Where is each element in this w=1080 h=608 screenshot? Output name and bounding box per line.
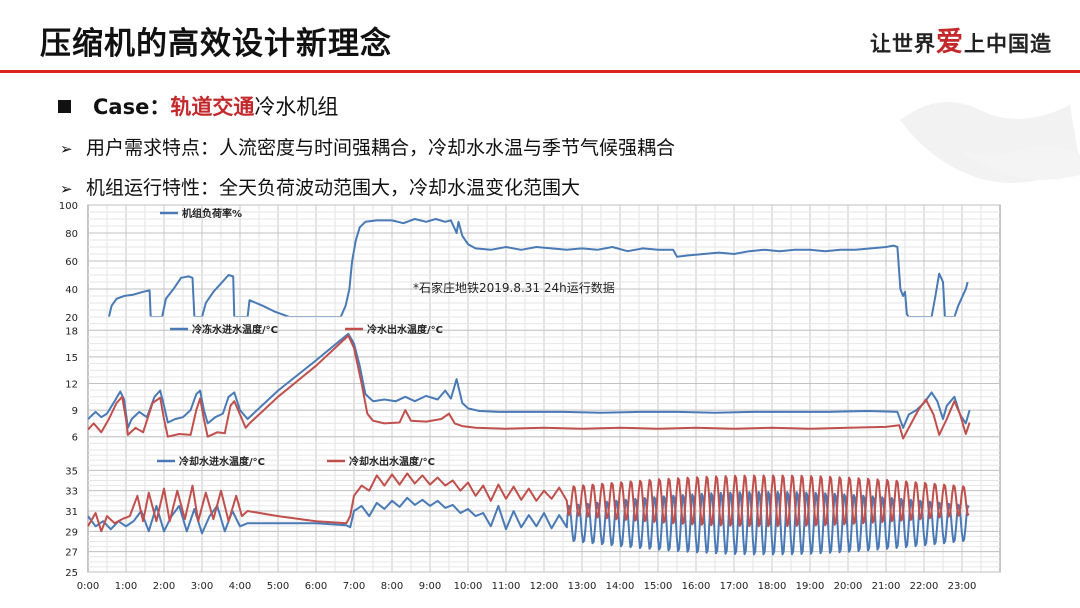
x-tick-label: 17:00 — [720, 581, 749, 592]
series-line — [107, 218, 969, 318]
x-tick-label: 19:00 — [796, 581, 825, 592]
chart-annotation: *石家庄地铁2019.8.31 24h运行数据 — [413, 280, 615, 295]
y-tick-label: 27 — [65, 548, 78, 559]
square-bullet-icon — [58, 100, 71, 113]
x-tick-label: 3:00 — [191, 581, 213, 592]
y-tick-label: 29 — [65, 527, 78, 538]
chart-panel: 6 9 12 15 18 冷冻水进水温度/°C 冷水出水温度/°C — [65, 316, 1001, 451]
x-tick-label: 18:00 — [758, 581, 787, 592]
y-tick-label: 40 — [65, 285, 78, 296]
slide-title: 压缩机的高效设计新理念 — [40, 26, 392, 62]
arrow-bullet-icon: ➢ — [60, 180, 73, 198]
y-tick-label: 15 — [65, 353, 78, 364]
y-tick-label: 100 — [59, 201, 78, 212]
brand-text-post: 上中国造 — [964, 31, 1052, 56]
x-tick-label: 6:00 — [305, 581, 327, 592]
x-tick-label: 0:00 — [77, 581, 99, 592]
legend-label: 冷冻水进水温度/°C — [192, 323, 278, 336]
legend-label: 冷却水出水温度/°C — [349, 455, 435, 468]
x-tick-label: 14:00 — [606, 581, 635, 592]
x-tick-label: 11:00 — [492, 581, 521, 592]
y-tick-label: 25 — [65, 568, 78, 579]
title-divider — [0, 70, 1080, 73]
y-tick-label: 31 — [65, 507, 78, 518]
x-tick-label: 10:00 — [454, 581, 483, 592]
brand-text-pre: 让世界 — [870, 31, 936, 56]
series-line — [87, 334, 971, 440]
case-prefix: Case： — [93, 95, 171, 119]
arrow-bullet-icon: ➢ — [60, 140, 73, 158]
x-tick-label: 13:00 — [568, 581, 597, 592]
brand-logo: 让世界爱上中国造 — [870, 20, 1052, 59]
series-line — [87, 332, 971, 429]
bullet-text: 用户需求特点：人流密度与时间强耦合，冷却水水温与季节气候强耦合 — [86, 137, 676, 159]
x-tick-label: 21:00 — [872, 581, 901, 592]
legend-label: 冷却水进水温度/°C — [179, 455, 265, 468]
x-tick-label: 2:00 — [153, 581, 175, 592]
x-tick-label: 9:00 — [419, 581, 441, 592]
y-tick-label: 80 — [65, 229, 78, 240]
x-tick-label: 22:00 — [910, 581, 939, 592]
y-tick-label: 35 — [65, 466, 78, 477]
x-tick-label: 8:00 — [381, 581, 403, 592]
x-tick-label: 20:00 — [834, 581, 863, 592]
x-tick-label: 5:00 — [267, 581, 289, 592]
x-tick-label: 7:00 — [343, 581, 365, 592]
y-tick-label: 6 — [72, 433, 78, 444]
case-suffix: 冷水机组 — [254, 95, 339, 119]
bullet-item: ➢ 机组运行特性：全天负荷波动范围大，冷却水温变化范围大 — [60, 173, 580, 200]
legend-label: 冷水出水温度/°C — [367, 323, 443, 336]
bullet-item: ➢ 用户需求特点：人流密度与时间强耦合，冷却水水温与季节气候强耦合 — [60, 133, 675, 160]
series-line — [87, 472, 970, 533]
y-tick-label: 60 — [65, 257, 78, 268]
x-tick-label: 15:00 — [644, 581, 673, 592]
bullet-text: 机组运行特性：全天负荷波动范围大，冷却水温变化范围大 — [86, 177, 581, 199]
x-tick-label: 4:00 — [229, 581, 251, 592]
x-tick-label: 1:00 — [115, 581, 137, 592]
chart-panel: 20 40 60 80 100 机组负荷率% *石家庄地铁2019.8.31 24h运行数据 — [59, 201, 1001, 324]
case-heading: Case：轨道交通冷水机组 — [58, 91, 338, 121]
y-tick-label: 18 — [65, 326, 78, 337]
x-tick-label: 12:00 — [530, 581, 559, 592]
brand-text-accent: 爱 — [936, 27, 964, 58]
case-highlight: 轨道交通 — [170, 95, 255, 119]
legend-label: 机组负荷率% — [182, 207, 242, 220]
x-tick-label: 23:00 — [948, 581, 977, 592]
y-tick-label: 9 — [72, 406, 78, 417]
chart-panel: 25 27 29 31 33 35 冷却水进水温度/°C 冷却水出水温度/°C 0:00 1:00… — [65, 449, 1001, 592]
y-tick-label: 12 — [65, 380, 78, 391]
x-tick-label: 16:00 — [682, 581, 711, 592]
y-tick-label: 33 — [65, 487, 78, 498]
y-tick-label: 20 — [65, 313, 78, 324]
